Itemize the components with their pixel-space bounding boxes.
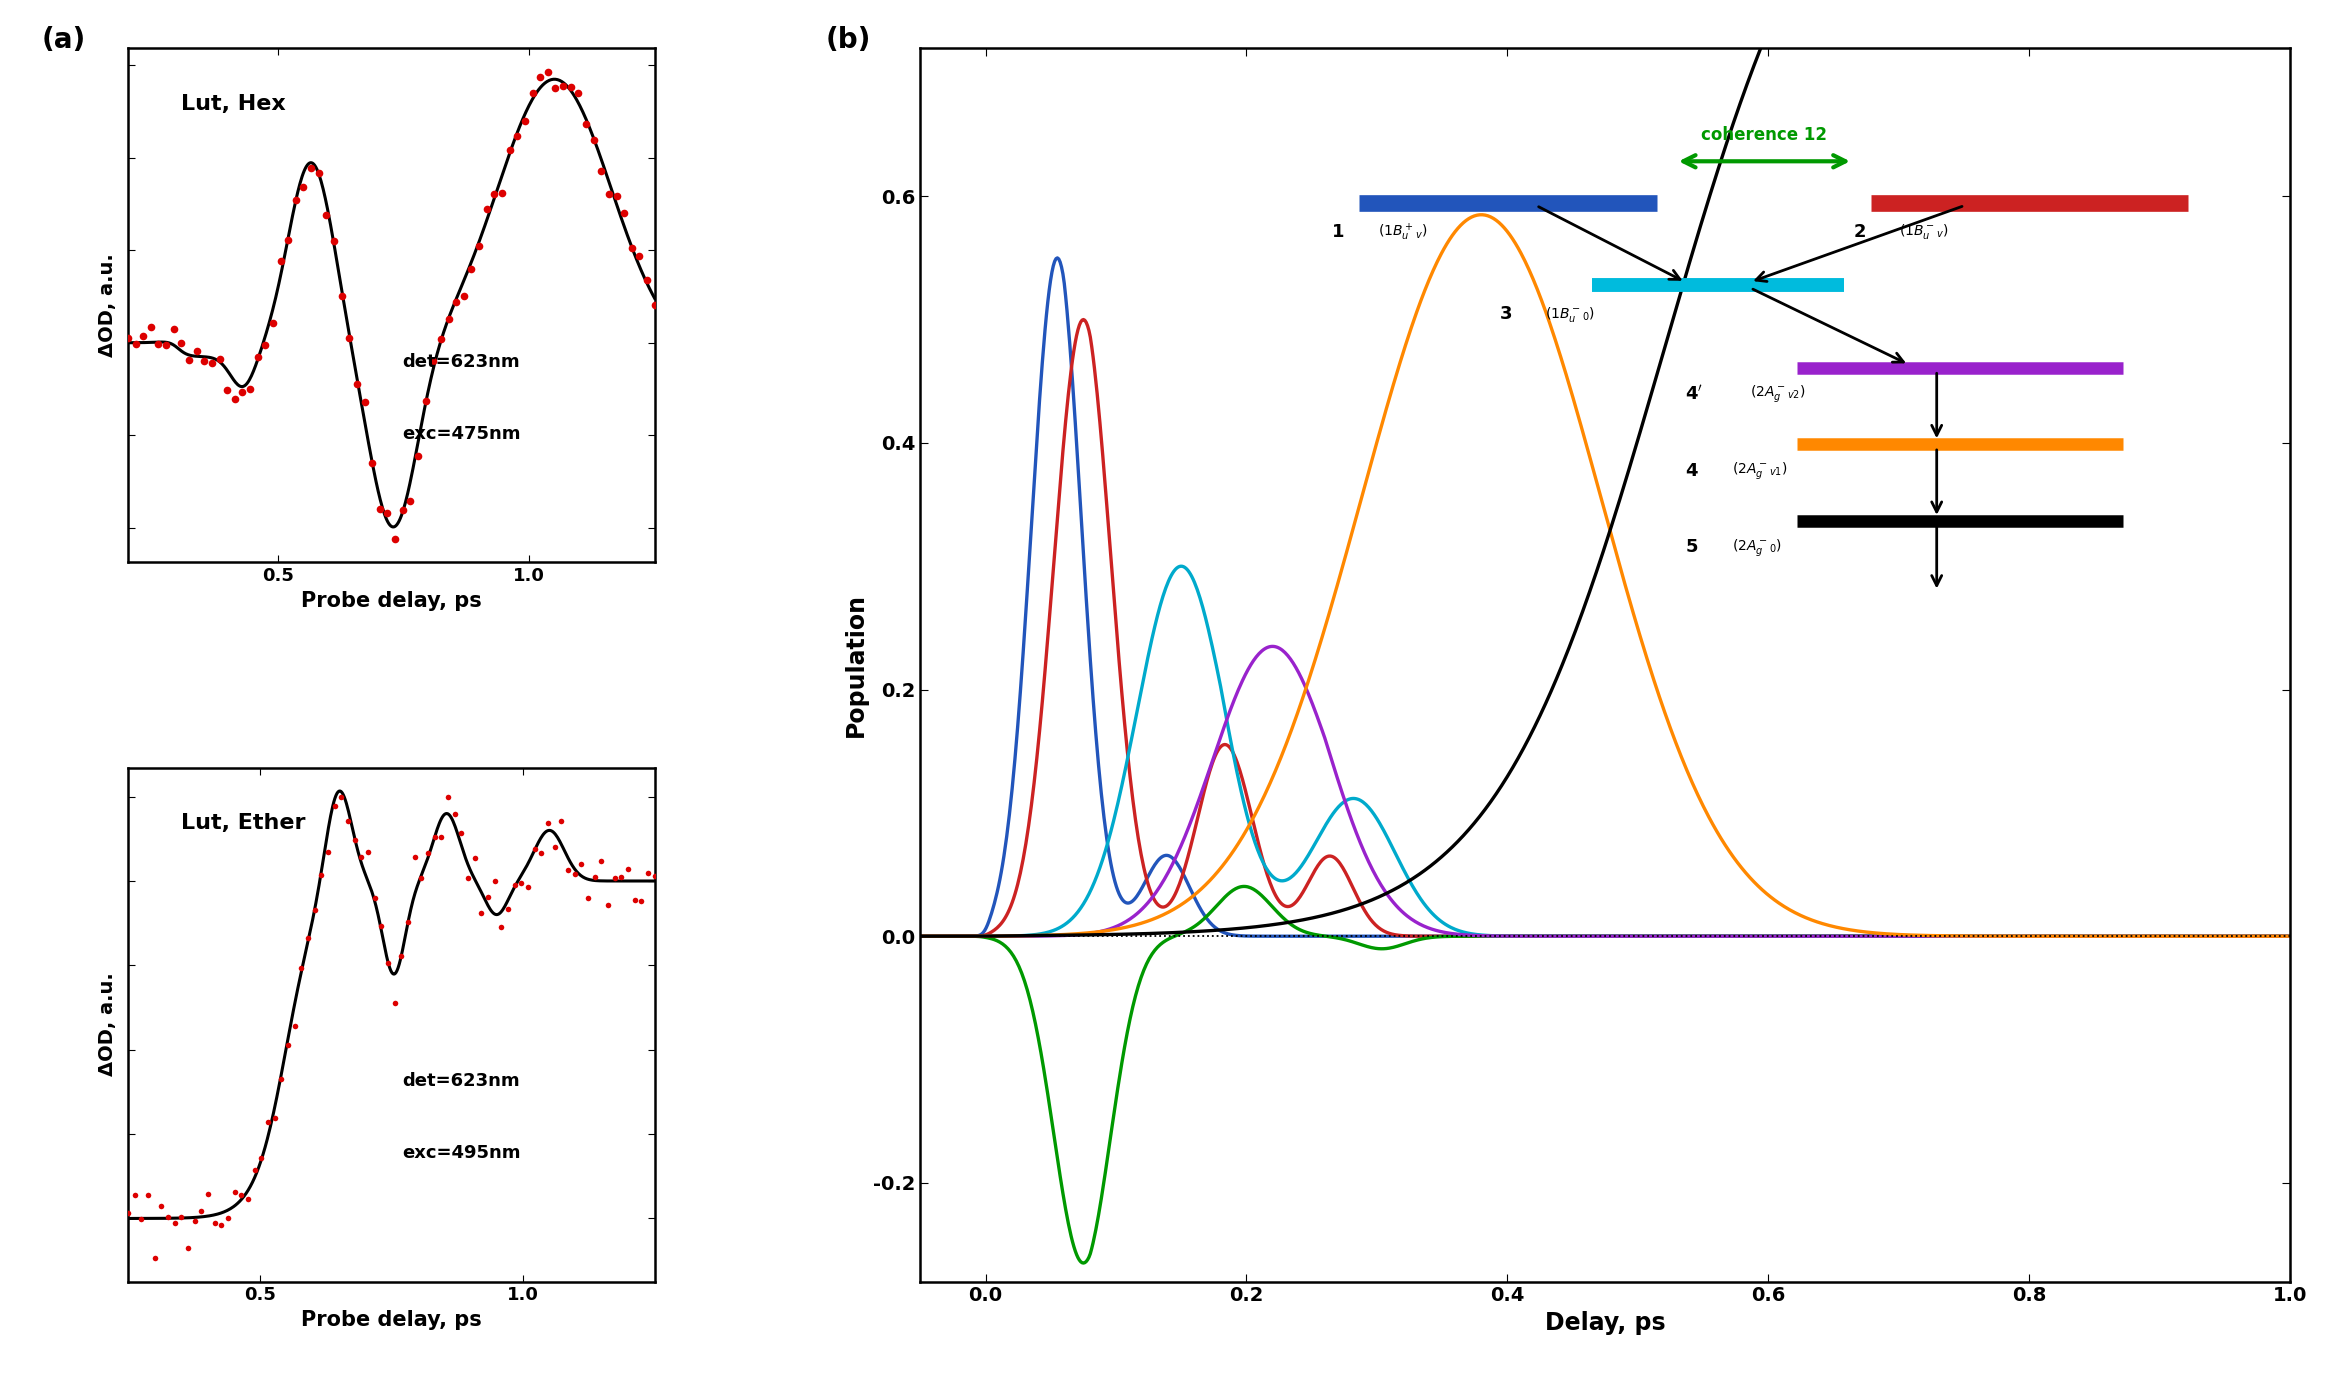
Text: $(1B_u^+{}_v)$: $(1B_u^+{}_v)$ <box>1379 222 1428 243</box>
X-axis label: Delay, ps: Delay, ps <box>1544 1310 1665 1335</box>
Text: det=623nm: det=623nm <box>402 353 518 371</box>
Text: (b): (b) <box>825 26 872 54</box>
Text: exc=475nm: exc=475nm <box>402 424 521 442</box>
Text: $\mathbf{4}$: $\mathbf{4}$ <box>1686 462 1700 480</box>
Text: (a): (a) <box>42 26 86 54</box>
Text: $\mathbf{5}$: $\mathbf{5}$ <box>1686 539 1700 557</box>
X-axis label: Probe delay, ps: Probe delay, ps <box>300 591 481 610</box>
Text: det=623nm: det=623nm <box>402 1072 518 1090</box>
Text: $(2A_g^-{}_{v2})$: $(2A_g^-{}_{v2})$ <box>1751 383 1807 405</box>
Y-axis label: ΔOD, a.u.: ΔOD, a.u. <box>98 973 119 1076</box>
Text: coherence 12: coherence 12 <box>1702 125 1827 143</box>
Text: $\mathbf{3}$: $\mathbf{3}$ <box>1500 306 1511 324</box>
Y-axis label: Population: Population <box>844 593 867 737</box>
Y-axis label: ΔOD, a.u.: ΔOD, a.u. <box>98 254 119 357</box>
Text: $(1B_u^-{}_v)$: $(1B_u^-{}_v)$ <box>1900 222 1948 241</box>
Text: Lut, Ether: Lut, Ether <box>181 813 305 834</box>
Text: $(1B_u^-{}_0)$: $(1B_u^-{}_0)$ <box>1546 305 1595 324</box>
Text: $\mathbf{2}$: $\mathbf{2}$ <box>1853 223 1865 241</box>
X-axis label: Probe delay, ps: Probe delay, ps <box>300 1310 481 1330</box>
Text: $\mathbf{1}$: $\mathbf{1}$ <box>1332 223 1344 241</box>
Text: Lut, Hex: Lut, Hex <box>181 94 286 114</box>
Text: exc=495nm: exc=495nm <box>402 1144 521 1162</box>
Text: $(2A_g^-{}_{v1})$: $(2A_g^-{}_{v1})$ <box>1732 460 1788 481</box>
Text: $(2A_g^-{}_0)$: $(2A_g^-{}_0)$ <box>1732 537 1781 558</box>
Text: $\mathbf{4'}$: $\mathbf{4'}$ <box>1686 384 1704 404</box>
